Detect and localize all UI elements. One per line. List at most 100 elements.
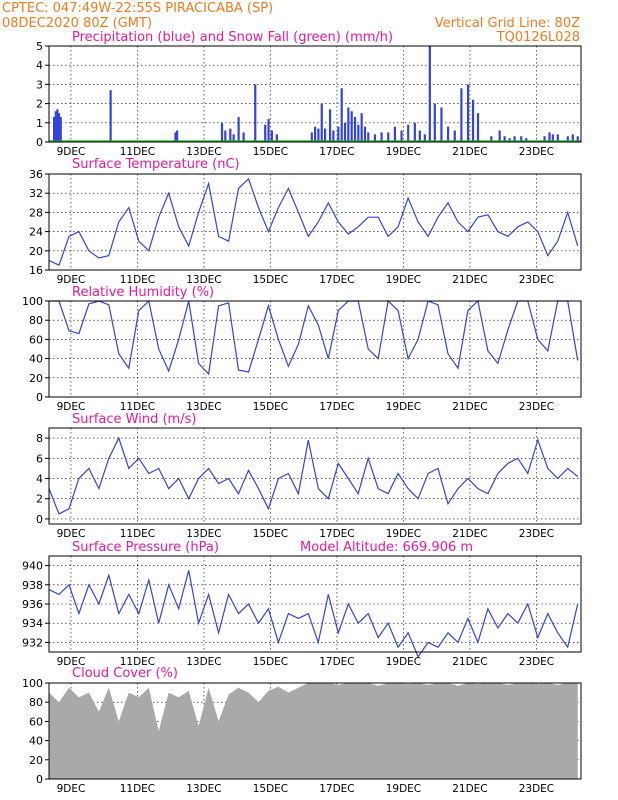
plot-frame [48,682,582,780]
precip-bar [337,126,340,142]
precip-bar [317,128,320,142]
precip-bar [447,126,450,142]
series-line [49,299,579,376]
y-tick-label: 36 [29,168,43,181]
precip-bar [367,132,370,142]
x-tick-label: 13DEC [186,274,221,286]
precip-bar [275,134,278,142]
x-tick-label: 9DEC [57,783,86,795]
precip-bar [520,136,523,142]
x-tick-label: 23DEC [519,783,554,795]
precip-bar [347,107,350,142]
precip-bar [363,126,367,142]
x-tick-label: 19DEC [386,528,421,540]
precip-bar [548,132,551,142]
x-tick-label: 11DEC [120,401,155,413]
x-tick-label: 11DEC [120,146,155,158]
precip-bar [270,130,273,142]
precip-bar [423,134,426,142]
model-altitude: Model Altitude: 669.906 m [300,540,473,555]
precip-bar [373,134,377,142]
series-line [48,570,579,659]
y-tick-label: 2 [36,98,43,111]
y-tick-label: 3 [36,78,43,91]
plot-frame [48,45,582,143]
pressure-title: Surface Pressure (hPa) [72,540,219,555]
x-tick-label: 13DEC [186,401,221,413]
x-tick-label: 21DEC [452,656,487,668]
precip-bar [357,124,360,142]
x-tick-label: 17DEC [319,783,354,795]
y-tick-label: 100 [22,295,43,308]
series-line [48,436,579,515]
precip-bar [476,113,480,142]
x-tick-label: 23DEC [519,401,554,413]
x-tick-label: 17DEC [319,146,354,158]
precip-bar [551,134,554,142]
y-tick-label: 32 [29,187,43,200]
header-grid-line: Vertical Grid Line: 80Z [435,16,580,31]
plot-frame [48,300,582,398]
x-tick-label: 21DEC [452,146,487,158]
y-tick-label: 60 [29,333,43,346]
temperature-title: Surface Temperature (nC) [72,157,240,172]
precip-bar [264,124,267,142]
precip-bar [453,130,456,142]
precip-bar [340,88,343,142]
y-tick-label: 940 [22,560,43,573]
precip-bar [56,109,59,142]
precip-bar [380,132,383,142]
y-tick-label: 8 [36,432,43,445]
precip-bar [566,136,569,142]
cloud-cover-title: Cloud Cover (%) [72,666,178,681]
y-tick-label: 2 [36,493,43,506]
x-tick-label: 17DEC [319,274,354,286]
y-tick-label: 28 [29,206,43,219]
precip-bar [353,117,357,142]
series-line [48,177,579,267]
precip-bar [543,136,546,142]
y-tick-label: 0 [36,391,43,404]
x-tick-label: 9DEC [57,146,86,158]
x-tick-label: 9DEC [57,401,86,413]
x-tick-label: 13DEC [186,146,221,158]
y-tick-label: 80 [29,696,43,709]
y-tick-label: 938 [22,579,43,592]
precip-bar [242,132,245,142]
x-tick-label: 19DEC [386,783,421,795]
y-tick-label: 0 [36,773,43,786]
precip-bar [460,88,463,142]
x-tick-label: 15DEC [253,528,288,540]
y-tick-label: 932 [22,636,43,649]
x-tick-label: 15DEC [253,656,288,668]
precip-bar [350,111,353,142]
y-tick-label: 0 [36,136,43,149]
y-tick-label: 20 [29,754,43,767]
precip-bar [254,84,257,142]
y-tick-label: 16 [29,264,43,277]
x-tick-label: 17DEC [319,656,354,668]
temperature-panel: Surface Temperature (nC) 16 20 24 28 32 36 9DE… [29,157,582,286]
precip-bar [576,136,579,142]
x-tick-label: 11DEC [120,656,155,668]
precip-bar [418,130,421,142]
cloud-cover-panel: Cloud Cover (%) 0 20 40 60 80 100 9DEC 11DEC 13D… [22,666,582,795]
x-tick-label: 21DEC [452,528,487,540]
wind-title: Surface Wind (m/s) [72,412,196,427]
plot-frame [48,427,582,525]
precip-bar [513,136,516,142]
precip-bar [508,138,511,142]
precip-bar [323,128,327,142]
x-tick-label: 15DEC [253,274,288,286]
wind-panel: Surface Wind (m/s) 0 2 4 6 8 9DEC 11DEC 13DEC 15… [36,412,582,540]
x-tick-label: 13DEC [186,656,221,668]
y-tick-label: 60 [29,715,43,728]
x-tick-label: 11DEC [120,783,155,795]
precip-bar [237,117,240,142]
precip-bar [440,107,443,142]
header-model: TQ0126L028 [496,30,580,45]
precip-bar [556,134,559,142]
precip-bar [224,130,227,142]
x-tick-label: 15DEC [253,401,288,413]
